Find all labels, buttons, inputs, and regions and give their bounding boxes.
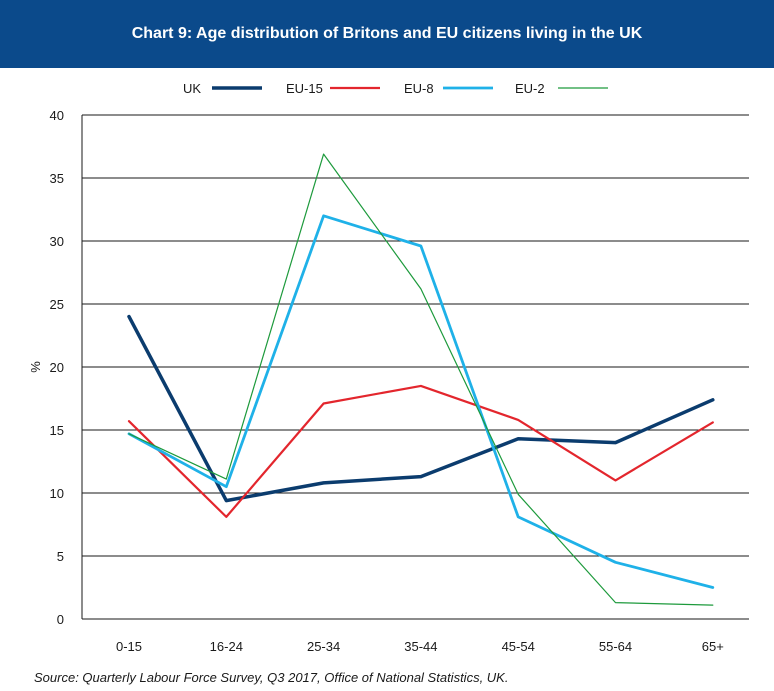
x-tick-label: 65+: [702, 639, 724, 654]
y-tick-label: 40: [50, 108, 64, 123]
series-lines: [127, 153, 715, 606]
chart-title: Chart 9: Age distribution of Britons and…: [131, 25, 643, 42]
legend-label-eu-15: EU-15: [286, 81, 323, 96]
source-note: Source: Quarterly Labour Force Survey, Q…: [34, 670, 509, 685]
x-tick-label: 45-54: [502, 639, 535, 654]
y-tick-label: 25: [50, 297, 64, 312]
x-tick-label: 55-64: [599, 639, 632, 654]
y-tick-label: 20: [50, 360, 64, 375]
y-tick-label: 10: [50, 486, 64, 501]
line-chart: 0 5 10 15 20 25 30 35 40 0-15 16-24 25-34 35-44 45-54…: [28, 81, 749, 654]
series-line-eu-2: [128, 153, 714, 606]
x-tick-label: 0-15: [116, 639, 142, 654]
gridlines: [82, 114, 749, 557]
series-line-eu-8: [127, 214, 715, 589]
legend-label-eu-8: EU-8: [404, 81, 434, 96]
y-tick-label: 5: [57, 549, 64, 564]
legend-label-eu-2: EU-2: [515, 81, 545, 96]
y-tick-label: 0: [57, 612, 64, 627]
x-tick-label: 16-24: [210, 639, 243, 654]
x-tick-label: 35-44: [404, 639, 437, 654]
series-line-uk: [127, 314, 715, 503]
y-tick-label: 15: [50, 423, 64, 438]
legend: UK EU-15 EU-8 EU-2: [183, 81, 608, 96]
x-tick-label: 25-34: [307, 639, 340, 654]
title-bar: Chart 9: Age distribution of Britons and…: [0, 0, 774, 68]
axes: 0 5 10 15 20 25 30 35 40 0-15 16-24 25-34 35-44 45-54…: [28, 108, 749, 654]
y-axis-label: %: [28, 361, 43, 373]
y-tick-label: 30: [50, 234, 64, 249]
legend-label-uk: UK: [183, 81, 201, 96]
series-line-eu-15: [127, 384, 714, 518]
y-tick-label: 35: [50, 171, 64, 186]
